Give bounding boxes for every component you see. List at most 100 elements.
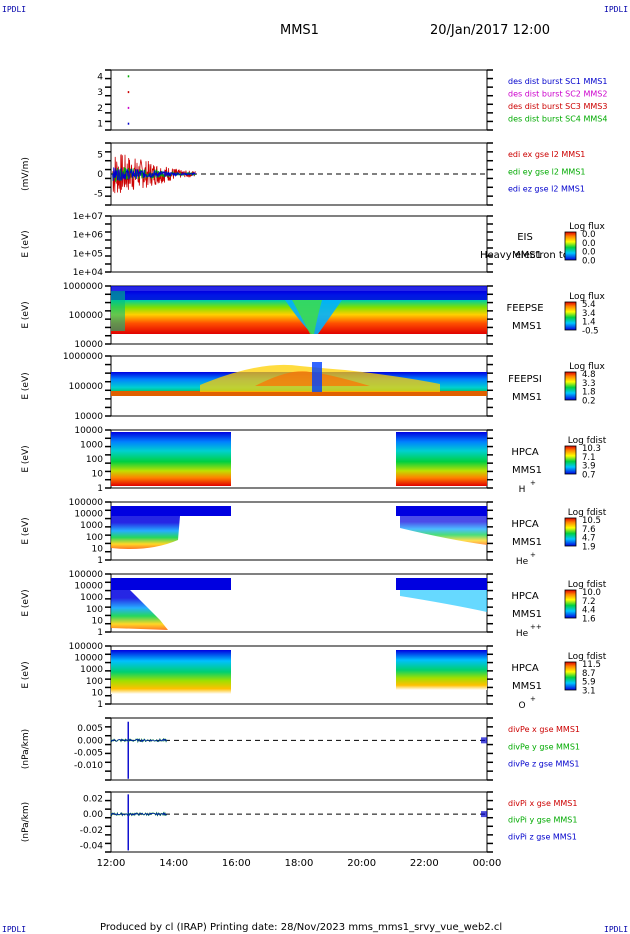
colorbar-tick-label: 0.0 [582, 230, 596, 240]
panel-frame [110, 717, 488, 781]
colorbar-tick-label: -0.5 [582, 326, 599, 336]
y-tick-label: 1 [97, 120, 103, 130]
y-axes: 4 3 2 1 5 0 -5 (mV/m) 1e+07 1e+06 1e+05 1e+04 E (eV)… [21, 72, 103, 851]
y-tick-label: 10000 [74, 654, 103, 664]
corner-label-bottom-right: IPDLI [604, 925, 628, 934]
corner-label-top-right: IPDLI [604, 5, 628, 14]
y-axis-label: E (eV) [21, 661, 31, 688]
species-label: H [519, 485, 526, 495]
colorbar-tick-label: 7.2 [582, 597, 596, 607]
hpca-he2-late-energy [400, 590, 487, 612]
colorbar-title: Log fdist [568, 508, 607, 518]
hpca-he2-band-2 [396, 578, 487, 590]
y-tick-label: 0.000 [77, 736, 103, 746]
colorbar-tick-label: 4.7 [582, 534, 596, 544]
colorbar-tick-label: 1.9 [582, 542, 596, 552]
time-axis: 12:00 14:00 16:00 18:00 20:00 22:00 00:00 [97, 858, 502, 869]
y-tick-label: 1000000 [63, 352, 103, 362]
y-axis-label: E (eV) [21, 372, 31, 399]
panel-divpi [110, 794, 487, 851]
colorbar-tick-label: 1.4 [582, 318, 596, 328]
divp-trace [110, 738, 168, 743]
panel-eis: Heavy electron to [480, 250, 569, 261]
y-axis-label: (nPa/km) [21, 729, 31, 769]
y-tick-label: 100 [86, 533, 103, 543]
y-tick-label: -0.010 [74, 761, 103, 771]
species-charge: + [530, 479, 536, 487]
colorbar-tick-label: 0.7 [582, 470, 596, 480]
y-tick-label: 4 [97, 72, 103, 82]
colorbar-tick-label: 8.7 [582, 669, 596, 679]
hpca-he1-low-energy [111, 516, 180, 549]
instrument-label: HPCA [511, 663, 539, 674]
colorbar [564, 231, 577, 261]
eis-overlay-text: Heavy electron to [480, 250, 569, 261]
y-axis-label: E (eV) [21, 230, 31, 257]
colorbar-tick-label: 7.1 [582, 453, 596, 463]
hpca-o-block-2 [396, 650, 487, 690]
colorbar-tick-label: 0.0 [582, 248, 596, 258]
spacecraft-label: MMS1 [512, 392, 542, 403]
y-tick-label: 100 [86, 677, 103, 687]
spacecraft-label: MMS1 [512, 681, 542, 692]
legend-entry: edi ez gse l2 MMS1 [508, 185, 585, 194]
colorbar-tick-label: 10.0 [582, 588, 601, 598]
panel-feeps-ions [111, 362, 487, 396]
y-tick-label: 0 [97, 170, 103, 180]
feepsi-low-band [111, 391, 487, 396]
feepse-top-band [111, 286, 487, 300]
panel-hpca-o [111, 650, 487, 694]
panel-divpe [110, 721, 487, 779]
y-tick-label: -5 [94, 189, 103, 199]
legend-entry: edi ey gse l2 MMS1 [508, 167, 586, 176]
plot-date: 20/Jan/2017 12:00 [430, 23, 550, 38]
page-title: MMS1 [280, 23, 319, 38]
colorbar-tick-label: 3.3 [582, 379, 596, 389]
spacecraft-label: MMS1 [512, 537, 542, 548]
y-tick-label: 100000 [69, 570, 104, 580]
panel-feeps-electrons [111, 286, 487, 334]
colorbar [564, 301, 577, 331]
burst-marker [127, 106, 130, 109]
burst-marker [127, 91, 130, 94]
hpca-he2-band-1 [111, 578, 231, 590]
legend-entry: des dist burst SC2 MMS2 [508, 90, 607, 99]
y-tick-label: 10000 [74, 426, 103, 436]
y-axis-label: (nPa/km) [21, 802, 31, 842]
panel-hpca-h [111, 432, 487, 486]
y-tick-label: -0.04 [80, 842, 104, 852]
y-tick-label: -0.005 [74, 749, 103, 759]
panel-burst-indicators [127, 75, 130, 125]
panel-frame [110, 791, 488, 853]
y-tick-label: 1e+04 [73, 268, 104, 278]
species-label: O [518, 701, 525, 711]
y-tick-label: 10000 [74, 412, 103, 422]
colorbar-tick-label: 11.5 [582, 660, 601, 670]
instrument-label: FEEPSE [506, 303, 543, 314]
colorbar-title: Log flux [569, 362, 605, 372]
colorbar-tick-label: 10.3 [582, 444, 601, 454]
y-axis-label: (mV/m) [21, 157, 31, 191]
end-trace [481, 811, 487, 818]
y-tick-label: 1000 [80, 521, 103, 531]
colorbar-tick-label: 1.8 [582, 388, 596, 398]
y-tick-label: 1000 [80, 593, 103, 603]
efield-trace [112, 167, 196, 181]
y-tick-label: -0.02 [80, 826, 103, 836]
y-tick-label: 10 [92, 544, 104, 554]
y-tick-label: 100 [86, 605, 103, 615]
y-tick-label: 3 [97, 88, 103, 98]
y-tick-label: 100000 [69, 642, 104, 652]
spacecraft-label: MMS1 [512, 250, 542, 261]
colorbar [564, 589, 577, 619]
hpca-h-block-1 [111, 432, 231, 486]
y-tick-label: 1000000 [63, 282, 103, 292]
y-tick-label: 1e+06 [73, 231, 104, 241]
y-axis-label: E (eV) [21, 445, 31, 472]
hpca-he1-band-1 [111, 506, 231, 516]
y-tick-label: 1 [97, 556, 103, 566]
x-tick-label: 12:00 [97, 858, 126, 869]
x-tick-label: 22:00 [410, 858, 439, 869]
colorbar-tick-label: 5.9 [582, 678, 596, 688]
